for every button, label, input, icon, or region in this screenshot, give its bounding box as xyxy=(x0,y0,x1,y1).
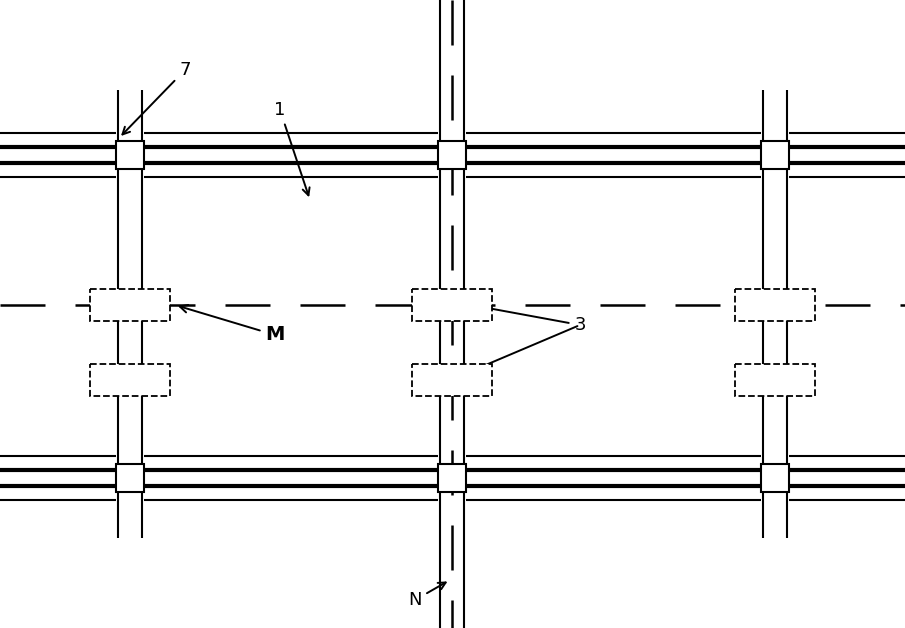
Text: M: M xyxy=(180,305,285,345)
Bar xyxy=(90,289,170,321)
Bar xyxy=(116,464,144,492)
Bar xyxy=(438,141,466,169)
Bar xyxy=(735,289,815,321)
Bar xyxy=(761,464,789,492)
Bar xyxy=(735,364,815,396)
Bar xyxy=(761,141,789,169)
Bar xyxy=(412,289,492,321)
Bar xyxy=(412,364,492,396)
Bar xyxy=(438,464,466,492)
Bar xyxy=(90,364,170,396)
Bar xyxy=(116,141,144,169)
Text: N: N xyxy=(408,582,445,609)
Text: 7: 7 xyxy=(122,61,191,134)
Text: 1: 1 xyxy=(274,101,310,195)
Text: 3: 3 xyxy=(460,301,586,334)
